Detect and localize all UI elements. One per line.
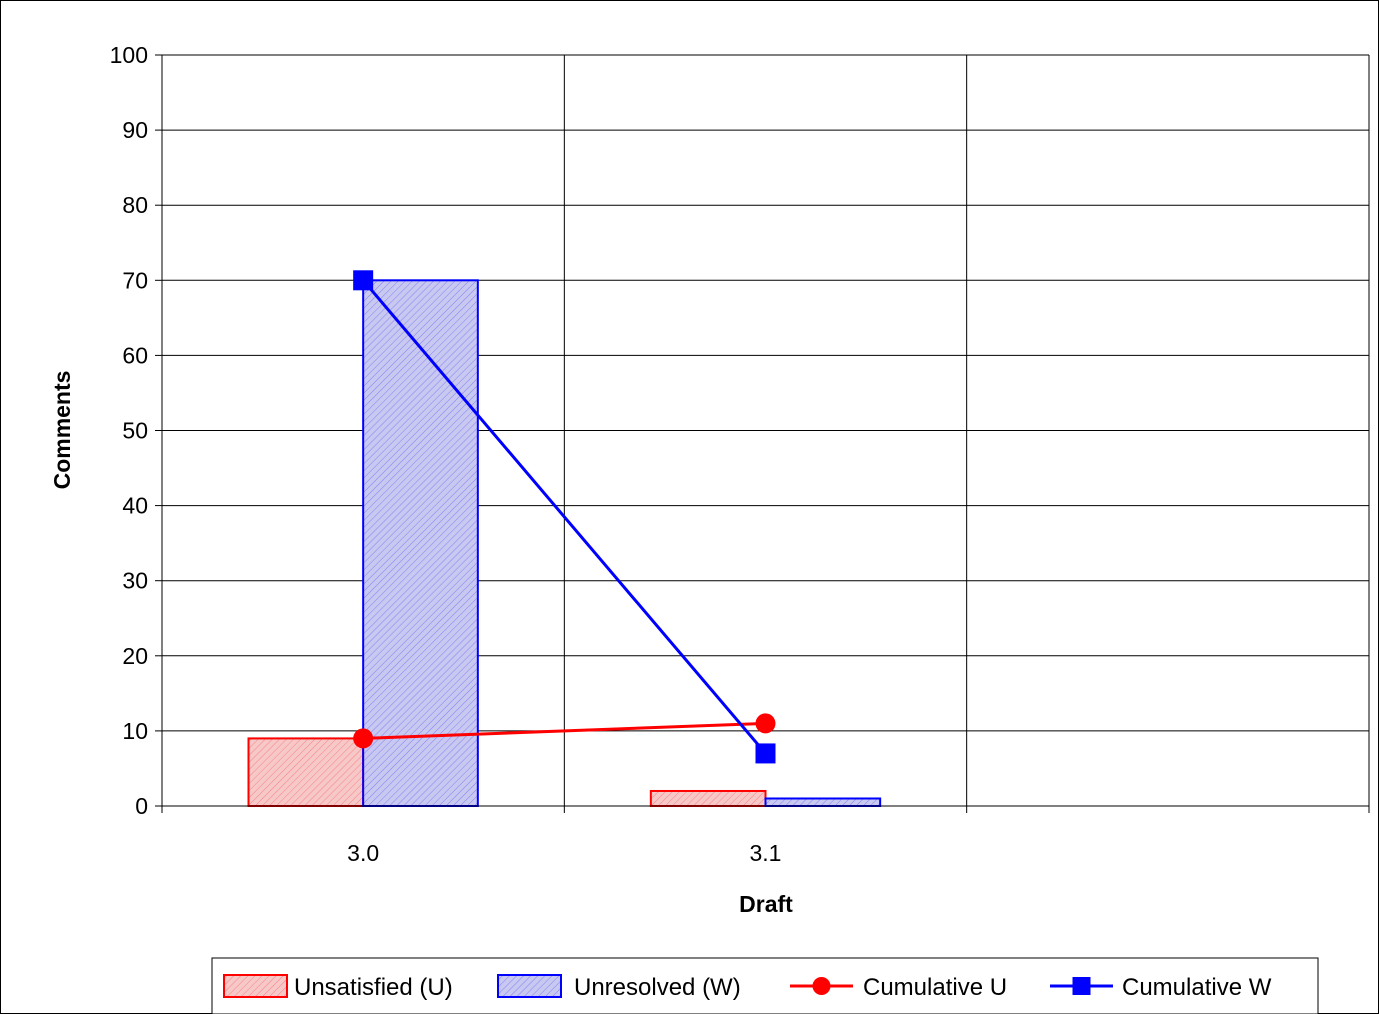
legend-label-unresolved-w-: Unresolved (W) — [574, 974, 741, 1001]
point-cumulative-w-1 — [755, 743, 776, 764]
bar-unresolved-w--1 — [764, 797, 882, 807]
legend-box — [211, 957, 1319, 1014]
x-tick-label: 3.0 — [347, 840, 379, 866]
bar-unsatisfied-u--0 — [247, 737, 365, 807]
legend-label-cumulative-u: Cumulative U — [863, 974, 1007, 1001]
bar-unresolved-w--0 — [362, 279, 479, 807]
legend-swatch-unresolved-w- — [497, 974, 562, 998]
bars — [247, 279, 882, 807]
y-tick-label: 20 — [122, 643, 148, 669]
y-tick-label: 70 — [122, 267, 148, 293]
y-tick-label: 30 — [122, 568, 148, 594]
y-tick-label: 100 — [110, 42, 148, 68]
axes: 0 10 20 30 40 50 60 70 80 90 100 3.0 3.1 — [110, 42, 1370, 866]
legend-label-cumulative-w: Cumulative W — [1122, 974, 1272, 1001]
line-cumulative-u — [363, 721, 766, 740]
y-axis-title: Comments — [49, 371, 75, 490]
line-cumulative-w — [362, 279, 767, 755]
y-tick-label: 50 — [122, 418, 148, 444]
y-tick-label: 80 — [122, 192, 148, 218]
y-tick-label: 40 — [122, 493, 148, 519]
legend: Unsatisfied (U) Unresolved (W) Cumulative … — [211, 957, 1319, 1014]
legend-marker-cumulative-u — [812, 977, 831, 995]
point-cumulative-u-1 — [755, 713, 776, 734]
legend-swatch-unsatisfied-u- — [223, 974, 288, 998]
series-lines — [353, 270, 776, 764]
y-tick-label: 60 — [122, 342, 148, 368]
bar-unsatisfied-u--1 — [649, 789, 767, 807]
y-tick-label: 90 — [122, 117, 148, 143]
legend-marker-cumulative-w — [1072, 977, 1091, 995]
legend-label-unsatisfied-u-: Unsatisfied (U) — [294, 974, 453, 1001]
point-cumulative-u-0 — [353, 728, 374, 749]
x-axis-title: Draft — [739, 891, 793, 917]
y-tick-label: 0 — [135, 793, 148, 819]
point-cumulative-w-0 — [353, 270, 374, 291]
y-tick-label: 10 — [122, 718, 148, 744]
x-tick-label: 3.1 — [750, 840, 782, 866]
